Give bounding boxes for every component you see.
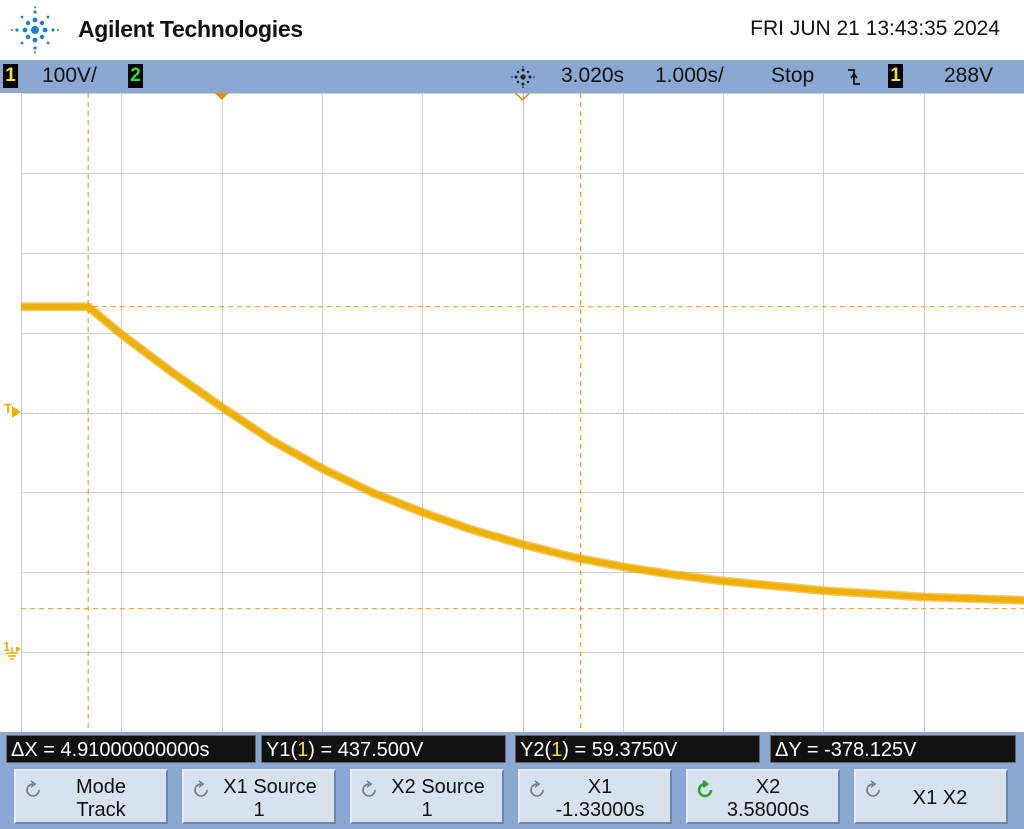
x1-source-value: 1: [253, 799, 265, 821]
waveform-grid: [21, 93, 1024, 732]
channel-2-indicator[interactable]: 2: [128, 64, 143, 88]
x1-source-label: X1 Source: [223, 776, 317, 798]
rotate-knob-icon: [194, 780, 208, 797]
timebase-scale: 1.000s/: [655, 64, 724, 87]
y1-label: Y1(: [266, 739, 298, 761]
x1-x2-label: X1 X2: [912, 787, 968, 809]
waveform-display[interactable]: [21, 93, 1024, 732]
trigger-level: 288V: [944, 64, 994, 87]
mode-softkey-label: Mode: [75, 776, 127, 798]
active-rotate-knob-icon: [697, 779, 713, 798]
x1-cursor-label: X1: [587, 776, 613, 798]
x1-cursor-value: -1.33000s: [555, 799, 645, 821]
ch1-ground-marker: 1: [3, 639, 11, 654]
x1-cursor-softkey[interactable]: X1 -1.33000s: [518, 769, 672, 824]
x2-source-label: X2 Source: [391, 776, 485, 798]
rotate-knob-icon: [362, 780, 376, 797]
agilent-spark-logo-icon: [11, 6, 59, 54]
delta-x-readout: ΔX = 4.91000000000s: [6, 735, 256, 763]
delay-reference-marker: [514, 93, 531, 102]
cursor-readouts: ΔX = 4.91000000000s Y1(1) = 437.500V Y2(…: [0, 732, 1024, 766]
y2-value: ) = 59.3750V: [562, 739, 678, 761]
brand-name: Agilent Technologies: [78, 16, 303, 42]
trigger-level-marker: T: [4, 401, 12, 416]
delta-y-readout: ΔY = -378.125V: [770, 735, 1016, 763]
softkey-bar: Mode Track X1 Source 1 X2 Source 1 X1 -1…: [0, 766, 1024, 829]
rotate-knob-icon: [866, 780, 880, 797]
x2-source-value: 1: [421, 799, 433, 821]
x1-x2-softkey[interactable]: X1 X2: [854, 769, 1008, 824]
horizontal-delay: 3.020s: [561, 64, 625, 87]
trigger-position-marker: [214, 93, 229, 100]
y2-readout: Y2(1) = 59.3750V: [515, 735, 760, 763]
mode-softkey-value: Track: [76, 799, 126, 821]
x2-source-softkey[interactable]: X2 Source 1: [350, 769, 504, 824]
trigger-level-arrow-icon: [12, 406, 21, 418]
rotate-knob-icon: [530, 780, 544, 797]
acquire-sparkle-icon: [511, 66, 535, 88]
header-bar: Agilent Technologies FRI JUN 21 13:43:35…: [0, 0, 1024, 60]
rotate-knob-icon: [26, 780, 40, 797]
y1-source: 1: [297, 739, 309, 761]
trigger-source-indicator: 1: [888, 64, 903, 88]
y1-readout: Y1(1) = 437.500V: [261, 735, 506, 763]
x2-cursor-value: 3.58000s: [726, 799, 810, 821]
x2-cursor-softkey[interactable]: X2 3.58000s: [686, 769, 840, 824]
y2-source: 1: [551, 739, 563, 761]
y1-value: ) = 437.500V: [308, 739, 424, 761]
channel-1-scale: 100V/: [42, 64, 97, 87]
y2-label: Y2(: [520, 739, 552, 761]
date-time: FRI JUN 21 13:43:35 2024: [750, 17, 1000, 40]
mode-softkey[interactable]: Mode Track: [14, 769, 168, 824]
status-bar: 1 100V/ 2 3.020s 1.000s/ Stop 1 288V: [0, 60, 1024, 93]
x2-cursor-label: X2: [755, 776, 781, 798]
channel-1-indicator[interactable]: 1: [3, 64, 18, 88]
run-state: Stop: [771, 64, 815, 87]
x1-source-softkey[interactable]: X1 Source 1: [182, 769, 336, 824]
waveform-trace: [21, 303, 1024, 604]
trigger-edge-icon: [848, 69, 860, 85]
waveform-trace-shadow: [21, 302, 1024, 605]
ground-symbol-icon: [6, 647, 21, 660]
